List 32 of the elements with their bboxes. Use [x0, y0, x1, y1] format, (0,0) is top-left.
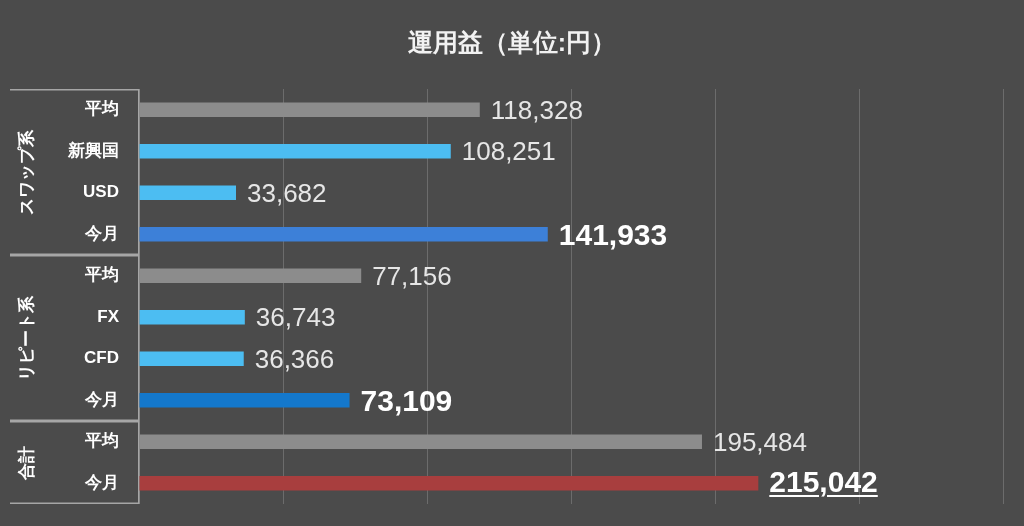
bar [139, 143, 451, 159]
bar [139, 102, 480, 118]
bar [139, 226, 548, 242]
data-label: 77,156 [372, 260, 452, 291]
bar [139, 309, 245, 325]
y-tick-label: CFD [84, 348, 119, 368]
data-label: 36,743 [255, 301, 336, 332]
y-tick-label: 平均 [84, 265, 119, 285]
y-tick-label: 今月 [84, 389, 119, 409]
data-label: 195,484 [712, 426, 807, 457]
y-tick-label: 平均 [84, 99, 119, 119]
y-axis-title: リピート系 [16, 294, 36, 381]
chart-title: 運用益（単位:円） [406, 27, 618, 58]
bar [139, 268, 362, 284]
bar [139, 392, 350, 408]
y-tick-label: 平均 [84, 431, 119, 451]
y-axis-title: 合計 [16, 445, 36, 481]
y-tick-label: 今月 [84, 223, 119, 243]
data-label: 33,682 [247, 177, 327, 208]
bar [139, 185, 236, 201]
data-label: 215,042 [769, 465, 878, 501]
data-label: 141,933 [558, 217, 668, 251]
data-label: 108,251 [461, 135, 556, 166]
y-tick-label: FX [97, 306, 120, 326]
y-tick-label: 今月 [84, 472, 119, 492]
data-label: 36,366 [254, 343, 335, 374]
y-axis-title: スワップ系 [16, 128, 36, 215]
y-tick-label: 新興国 [67, 140, 119, 160]
data-label: 118,328 [490, 94, 583, 125]
bar [139, 351, 244, 367]
data-label: 73,109 [360, 383, 453, 417]
y-tick-label: USD [83, 182, 119, 202]
